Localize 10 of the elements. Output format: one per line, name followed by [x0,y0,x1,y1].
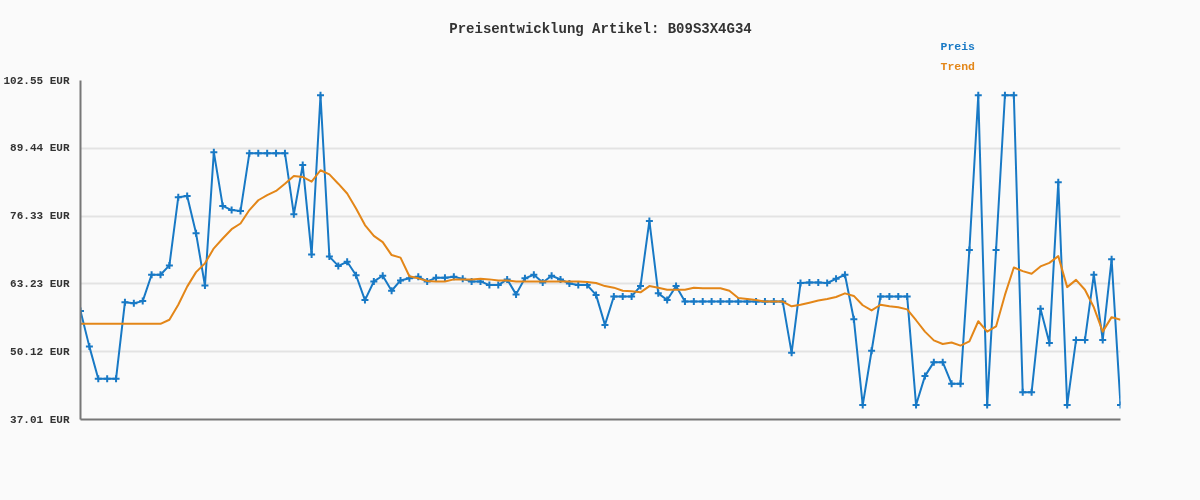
line-series [80,169,1121,347]
chart-title: Preisentwicklung Artikel: B09S3X4G34 [449,20,752,37]
y-tick-label: 76.33 EUR [10,210,70,223]
y-tick-label: 89.44 EUR [10,142,70,155]
text: Preis [940,40,976,53]
y-tick-label: 50.12 EUR [10,345,70,358]
y-tick-label: 37.01 EUR [10,413,70,426]
y-tick-label: 63.23 EUR [10,277,70,290]
y-tick-label: 102.55 EUR [3,74,70,87]
text: Trend [940,60,976,73]
